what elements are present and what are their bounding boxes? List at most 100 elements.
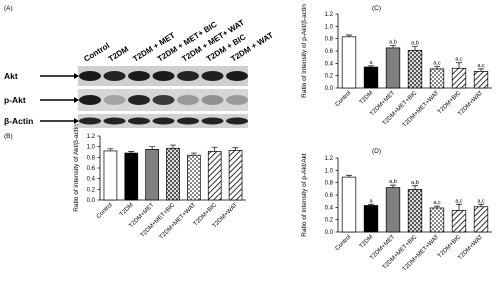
y-axis-label: Ratio of intensity of p-Akt/β-actin bbox=[301, 4, 308, 98]
x-tick-label: T2DM bbox=[359, 90, 375, 106]
y-tick-label: 1.0 bbox=[87, 145, 96, 151]
bar bbox=[407, 189, 423, 233]
x-tick-label: Control bbox=[334, 90, 352, 108]
row-label: Akt bbox=[4, 71, 18, 81]
error-bar bbox=[107, 148, 114, 151]
error-bar bbox=[412, 185, 418, 190]
arrow-head bbox=[74, 118, 79, 124]
row-label: β-Actin bbox=[4, 116, 33, 126]
band bbox=[177, 95, 199, 105]
annotation: a,c bbox=[433, 60, 441, 66]
error-bar bbox=[478, 68, 484, 72]
y-tick-label: 0.4 bbox=[87, 177, 96, 183]
annotation: a bbox=[369, 60, 373, 66]
western-blot bbox=[78, 66, 248, 128]
band bbox=[79, 71, 101, 81]
bar bbox=[187, 154, 201, 201]
bar bbox=[473, 70, 489, 89]
panel-label: (D) bbox=[372, 148, 381, 155]
y-tick-label: 0.2 bbox=[325, 218, 334, 224]
y-tick-label: 0.6 bbox=[87, 166, 96, 172]
bar bbox=[407, 50, 423, 89]
error-bar bbox=[170, 144, 176, 149]
bar bbox=[228, 150, 243, 201]
y-tick-label: 0.4 bbox=[325, 205, 334, 211]
y-tick-label: 0.8 bbox=[87, 155, 96, 161]
band bbox=[79, 95, 101, 105]
bar bbox=[166, 147, 180, 201]
bar bbox=[103, 150, 118, 201]
error-bar bbox=[390, 45, 396, 48]
band bbox=[79, 117, 101, 125]
band bbox=[152, 95, 175, 105]
band bbox=[226, 95, 248, 105]
panel-label: (A) bbox=[4, 5, 13, 12]
bar bbox=[363, 205, 379, 233]
x-tick-label: T2DM+MET+WAT bbox=[159, 202, 198, 241]
bar bbox=[145, 148, 159, 201]
error-bar bbox=[128, 151, 135, 154]
band bbox=[128, 71, 150, 81]
band bbox=[177, 71, 199, 81]
band bbox=[152, 71, 175, 81]
bar bbox=[341, 176, 357, 233]
error-bar bbox=[434, 205, 440, 208]
annotation: a,b bbox=[411, 180, 419, 186]
annotation: a,c bbox=[455, 198, 463, 204]
band bbox=[201, 95, 224, 105]
bar bbox=[451, 67, 467, 89]
annotation: a bbox=[369, 198, 373, 204]
error-bar bbox=[456, 62, 462, 69]
y-tick-label: 0.0 bbox=[87, 198, 96, 204]
y-tick-label: 0.2 bbox=[87, 187, 96, 193]
lane-label: T2DM bbox=[107, 44, 131, 63]
arrow-head bbox=[74, 97, 79, 103]
y-tick-label: 0.0 bbox=[325, 86, 334, 92]
bar bbox=[385, 187, 401, 233]
panel-label: (C) bbox=[372, 5, 381, 12]
x-tick-label: Control bbox=[334, 234, 352, 252]
y-axis-label: Ratio of intensity of p-Akt/Akt bbox=[301, 153, 308, 237]
y-tick-label: 0.8 bbox=[325, 181, 334, 187]
error-bar bbox=[456, 203, 462, 211]
y-tick-label: 0.4 bbox=[325, 61, 334, 67]
y-axis-label: Ratio of intensity of Akt/β-actin bbox=[73, 124, 80, 212]
error-bar bbox=[232, 147, 239, 151]
y-tick-label: 1.2 bbox=[87, 134, 96, 140]
error-bar bbox=[434, 66, 440, 69]
band bbox=[103, 71, 126, 81]
bar bbox=[385, 47, 401, 89]
annotation: a,b bbox=[389, 179, 397, 185]
y-tick-label: 1.2 bbox=[325, 12, 334, 18]
band bbox=[128, 117, 150, 125]
error-bar bbox=[346, 34, 352, 37]
bar bbox=[124, 152, 139, 201]
bar bbox=[451, 210, 467, 233]
band bbox=[177, 117, 199, 125]
x-tick-label: T2DM bbox=[119, 202, 135, 218]
bar bbox=[363, 66, 379, 89]
x-tick-label: Control bbox=[96, 202, 114, 220]
error-bar bbox=[211, 146, 218, 152]
bar bbox=[429, 68, 445, 89]
band bbox=[226, 71, 248, 81]
annotation: a,b bbox=[389, 39, 397, 45]
y-tick-label: 1.0 bbox=[325, 168, 334, 174]
lane-label: Control bbox=[82, 41, 111, 64]
error-bar bbox=[149, 146, 156, 150]
band bbox=[201, 117, 224, 125]
bar bbox=[429, 207, 445, 233]
error-bar bbox=[478, 203, 484, 207]
y-tick-label: 0.8 bbox=[325, 37, 334, 43]
y-tick-label: 0.0 bbox=[325, 230, 334, 236]
y-tick-label: 0.6 bbox=[325, 193, 334, 199]
arrow-head bbox=[74, 73, 79, 79]
bar bbox=[341, 36, 357, 89]
bar bbox=[473, 206, 489, 233]
y-tick-label: 1.2 bbox=[325, 156, 334, 162]
annotation: a,c bbox=[455, 57, 463, 63]
band bbox=[226, 117, 248, 125]
error-bar bbox=[346, 174, 352, 178]
error-bar bbox=[190, 152, 197, 156]
y-tick-label: 1.0 bbox=[325, 24, 334, 30]
